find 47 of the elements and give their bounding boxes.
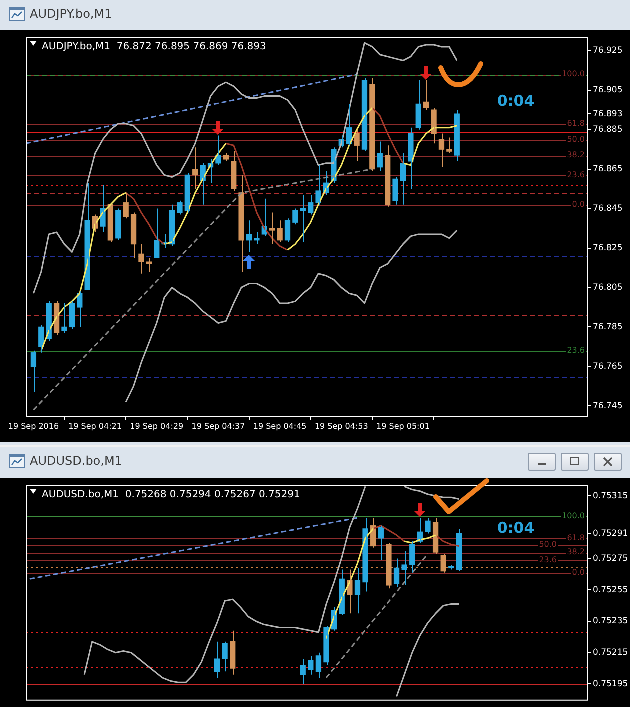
y-tick-label: 76.885 [593,125,623,136]
annotation: 61.8 [567,119,585,128]
candlestick [402,550,408,586]
annotation: 38.2 [567,548,585,557]
annotation: 38.2 [567,150,585,160]
annotation: 100.0 [562,70,585,79]
y-tick-label: 0.75291 [593,528,628,539]
annotation: 0.0 [572,200,585,209]
y-tick-label: 0.75235 [593,616,628,627]
y-tick-label: 76.865 [593,164,623,175]
y-tick-label: 76.745 [593,401,623,412]
candlestick [146,258,152,272]
x-tick-label: 19 Sep 05:01 [376,422,430,431]
annotation: 23.6 [539,555,557,564]
y-tick-label: 76.893 [593,109,623,120]
annotation: 23.6 [567,346,585,355]
chart-title: AUDJPY.bo,M1 [30,7,112,21]
chart-title: AUDUSD.bo,M1 [30,454,122,468]
annotation: 50.0 [539,540,557,549]
x-tick-label: 19 Sep 04:37 [192,422,246,431]
annotation: 0:04 [497,518,535,537]
x-tick-label: 19 Sep 2016 [8,422,60,431]
annotation: 0:04 [497,92,535,110]
y-tick-label: 76.845 [593,204,623,214]
y-tick-label: 76.905 [593,86,623,96]
y-tick-label: 76.825 [593,243,623,254]
annotation: 100.0 [562,512,585,521]
x-tick-label: 19 Sep 04:21 [68,422,122,431]
x-tick-label: 19 Sep 04:53 [314,422,368,431]
x-tick-label: 19 Sep 04:29 [130,422,184,431]
x-tick-label: 19 Sep 04:45 [253,422,307,431]
y-tick-label: 0.75275 [593,554,628,564]
annotation: 23.6 [567,170,585,180]
annotation: AUDJPY.bo,M1 76.872 76.895 76.869 76.893 [42,42,266,53]
y-tick-label: 0.75195 [593,679,628,690]
y-tick-label: 76.785 [593,322,623,332]
annotation: 0.0 [572,568,585,577]
y-tick-label: 0.75215 [593,648,628,658]
annotation: 50.0 [567,134,585,144]
y-tick-label: 76.925 [593,46,623,56]
annotation: AUDUSD.bo,M1 0.75268 0.75294 0.75267 0.75291 [42,490,300,501]
y-tick-label: 76.805 [593,282,623,293]
candlestick [270,212,276,245]
annotation: 61.8 [567,533,585,542]
y-tick-label: 76.765 [593,362,623,372]
y-tick-label: 0.75255 [593,585,628,596]
y-tick-label: 0.75315 [593,491,628,502]
